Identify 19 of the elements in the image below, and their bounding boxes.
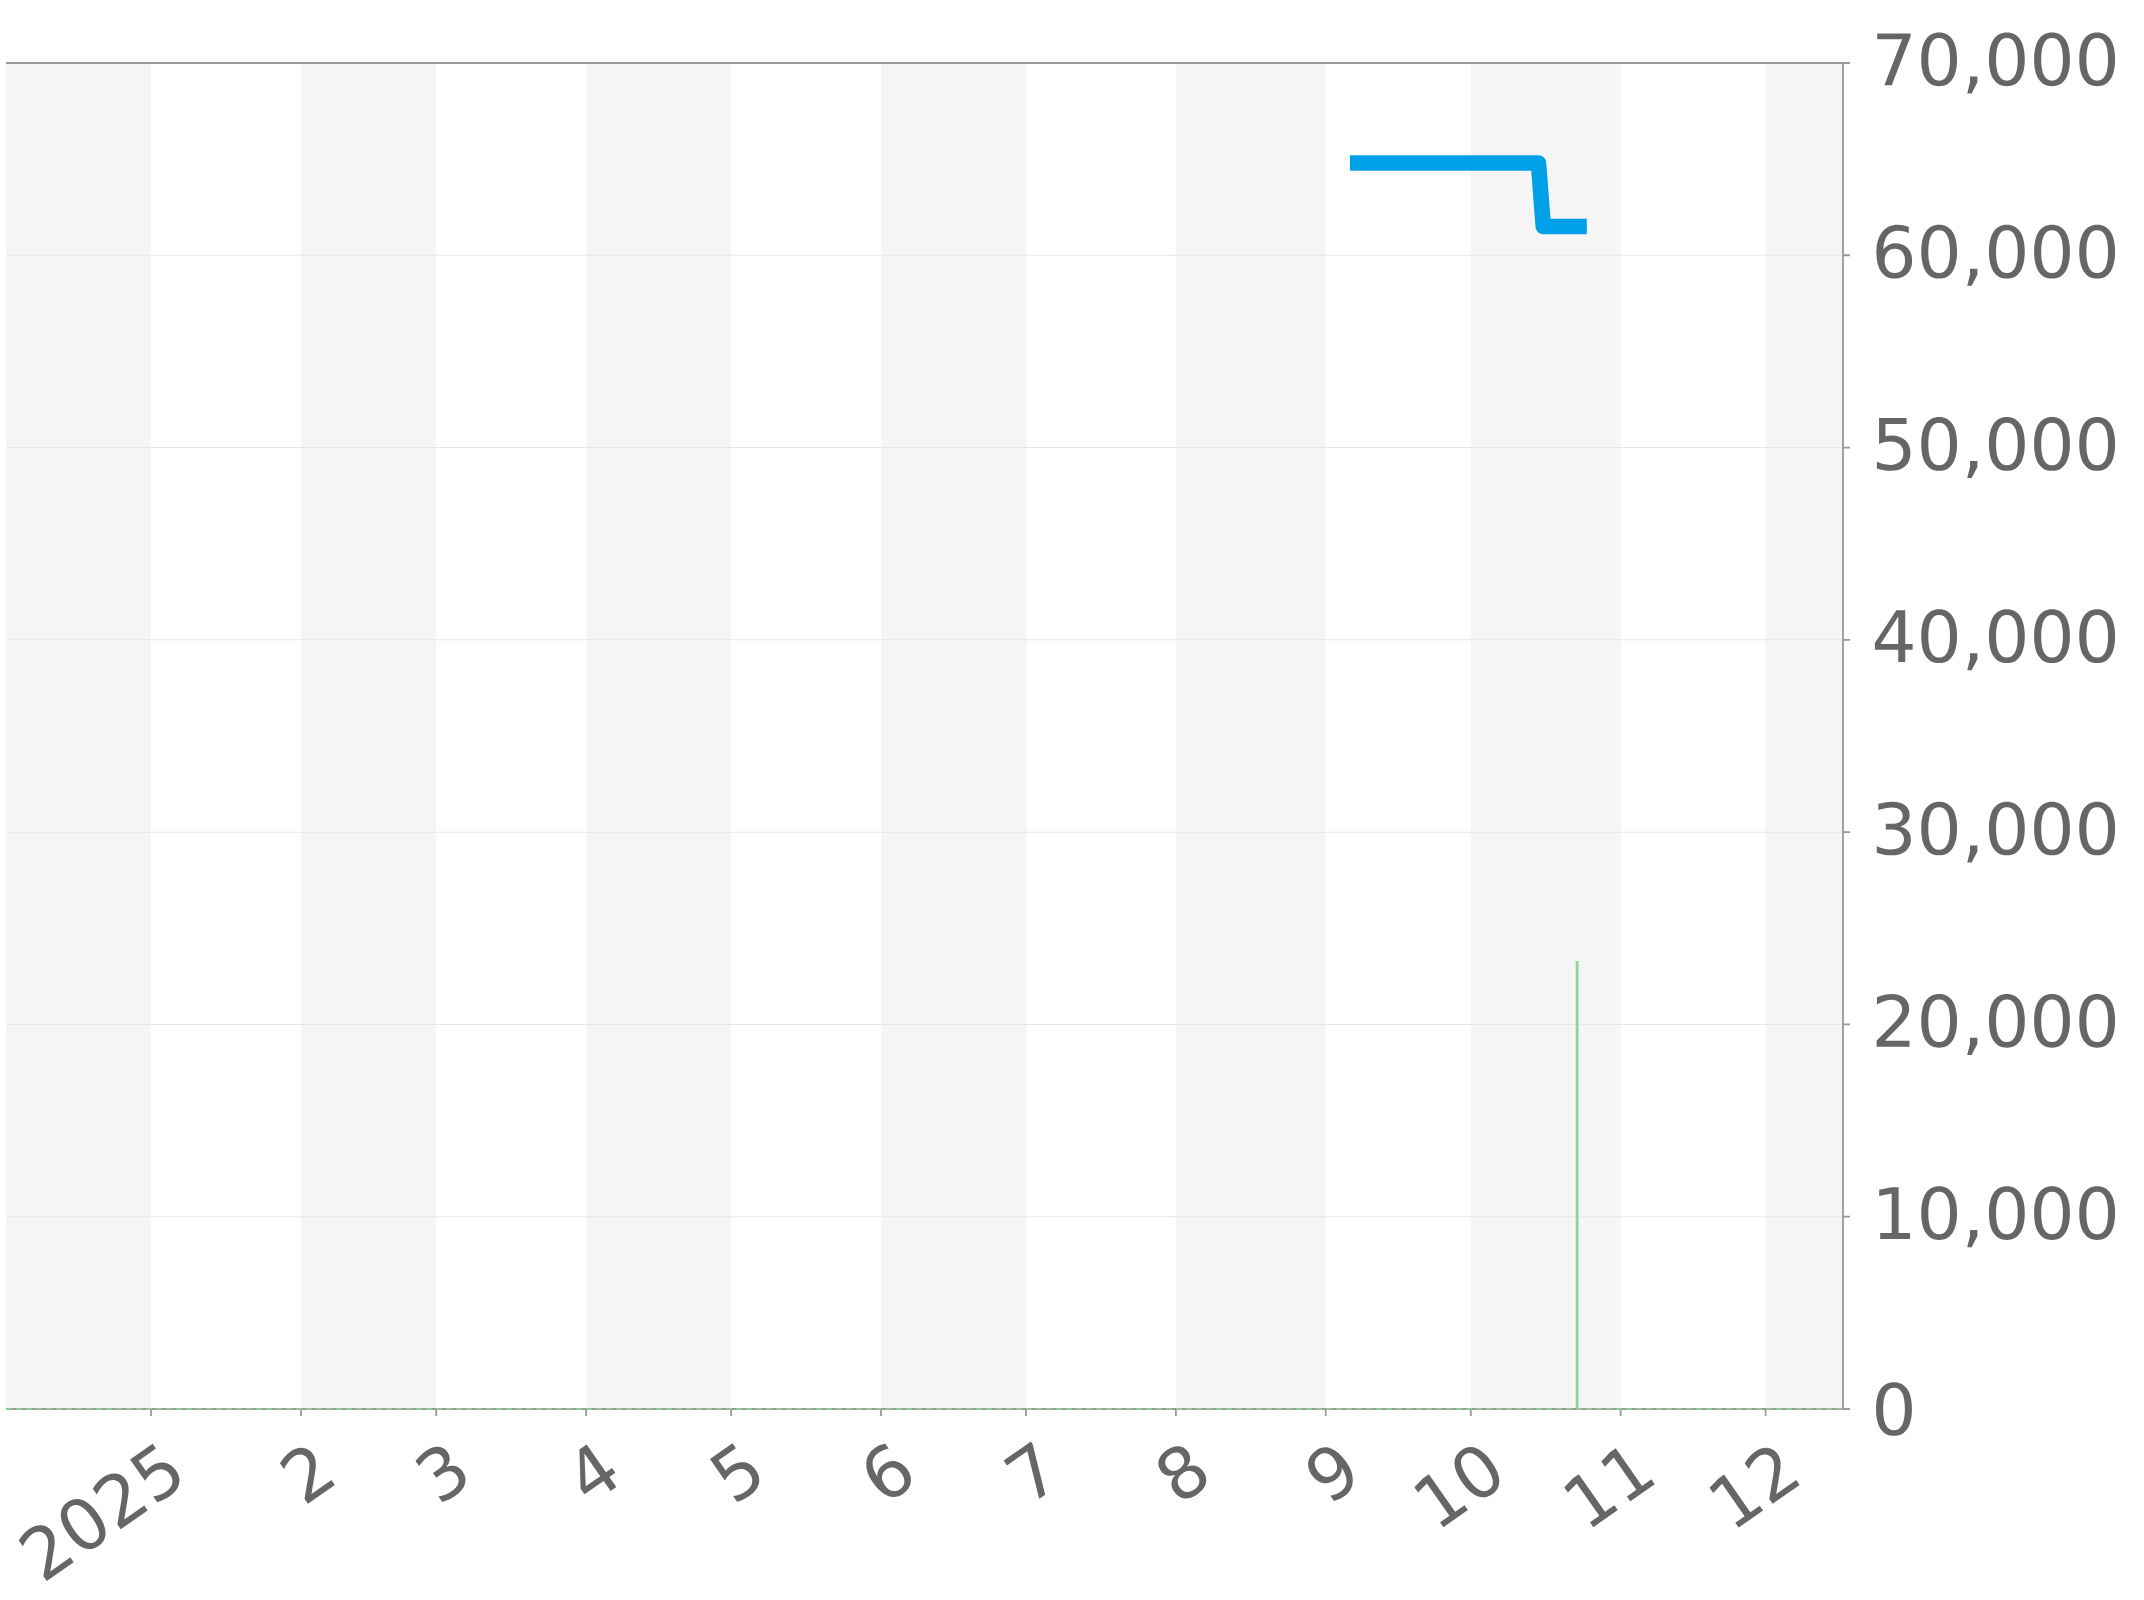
x-tick-label: 7 — [1003, 1441, 1046, 1499]
y-tick-label: 70,000 — [1877, 32, 2116, 94]
y-tick-label: 40,000 — [1874, 609, 2116, 671]
y-tick-label: 20,000 — [1876, 993, 2116, 1055]
x-tick-label: 8 — [1158, 1446, 1207, 1499]
x-tick-label: 2 — [279, 1447, 335, 1504]
x-tick-label: 5 — [709, 1443, 760, 1502]
x-tick-label: 12 — [1709, 1447, 1800, 1528]
x-tick-label: 10 — [1414, 1447, 1500, 1528]
x-tick-label: 6 — [866, 1443, 911, 1497]
x-tick-label: 4 — [579, 1444, 617, 1495]
y-tick-label: 60,000 — [1876, 224, 2116, 286]
x-tick-label: 11 — [1564, 1448, 1655, 1528]
y-tick-label: 0 — [1876, 1382, 1912, 1436]
y-tick-label: 30,000 — [1876, 801, 2116, 863]
y-tick-label: 10,000 — [1879, 1186, 2116, 1248]
x-tick-label: 9 — [1308, 1447, 1353, 1501]
x-tick-label: 3 — [415, 1446, 466, 1502]
y-tick-label: 50,000 — [1876, 417, 2116, 479]
